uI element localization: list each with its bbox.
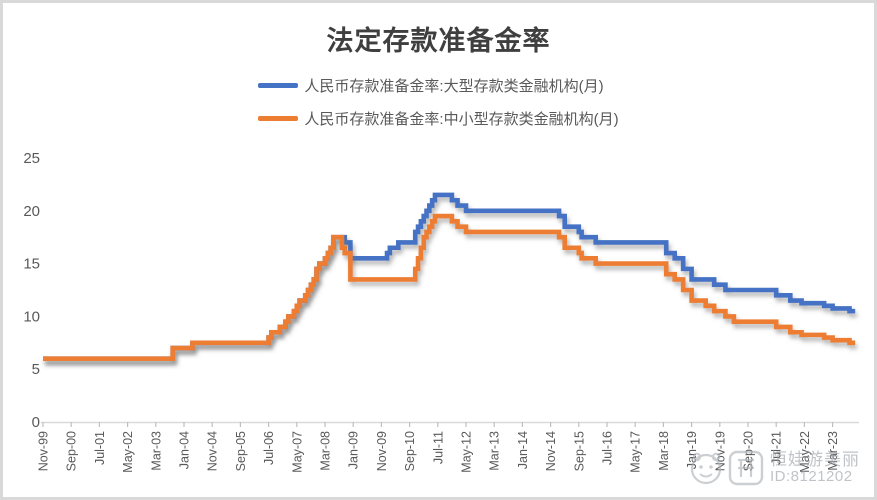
legend-item-small-medium-institutions: 人民币存款准备金率:中小型存款类金融机构(月) (258, 108, 619, 128)
chart-legend: 人民币存款准备金率:大型存款类金融机构(月) 人民币存款准备金率:中小型存款类金… (3, 75, 874, 141)
legend-line-swatch-blue (258, 82, 299, 88)
legend-label: 人民币存款准备金率:大型存款类金融机构(月) (304, 77, 604, 95)
x-axis-tick-label: Jul-11 (431, 431, 445, 464)
x-axis-tick-label: Jan-09 (347, 431, 361, 469)
y-axis-tick-label: 15 (23, 256, 40, 273)
x-axis-tick-label: Sep-00 (65, 431, 79, 471)
x-axis-tick-label: Nov-99 (37, 431, 51, 471)
y-axis-tick-label: 10 (23, 308, 40, 325)
x-axis-tick-label: Nov-09 (375, 431, 389, 471)
x-axis-tick-label: May-12 (460, 431, 474, 473)
x-axis-tick-label: Sep-15 (572, 431, 586, 471)
x-axis-tick-label: May-22 (798, 431, 812, 473)
x-axis-tick-label: Jan-14 (516, 431, 530, 469)
series-line-large-institutions (43, 192, 856, 361)
y-axis-tick-label: 20 (23, 203, 40, 220)
x-axis-tick-label: May-17 (629, 431, 643, 473)
x-axis-tick-label: Nov-04 (206, 431, 220, 471)
x-axis-tick-label: Nov-14 (544, 431, 558, 471)
x-axis-tick-label: Sep-20 (742, 431, 756, 471)
x-axis-tick-label: Jul-06 (262, 431, 276, 465)
y-axis-tick-label: 0 (32, 414, 40, 431)
x-axis-tick-label: Nov-19 (713, 431, 727, 471)
chart-title: 法定存款准备金率 (326, 26, 551, 56)
x-axis-tick-label: Mar-03 (149, 431, 163, 471)
x-axis-tick-label: Mar-23 (826, 431, 840, 471)
y-axis-tick-label: 25 (23, 150, 40, 167)
x-axis-tick-label: May-07 (290, 431, 304, 473)
series-line-small-medium-institutions (43, 213, 856, 361)
x-axis-tick-label: Sep-05 (234, 431, 248, 471)
legend-item-large-institutions: 人民币存款准备金率:大型存款类金融机构(月) (258, 75, 618, 95)
x-axis-tick-label: Mar-08 (319, 431, 333, 471)
x-axis-tick-label: Jul-16 (601, 431, 615, 465)
x-axis-tick-label: Mar-13 (488, 431, 502, 471)
x-axis-tick-label: Jul-21 (770, 431, 784, 465)
x-axis-tick-label: Mar-18 (657, 431, 671, 471)
x-axis-tick-label: Jan-04 (178, 431, 192, 469)
y-axis-tick-label: 5 (32, 361, 40, 378)
x-axis-tick-label: May-02 (121, 431, 135, 473)
legend-line-swatch-orange (258, 115, 299, 121)
x-axis-tick-label: Jul-01 (93, 431, 107, 465)
legend-label: 人民币存款准备金率:中小型存款类金融机构(月) (304, 110, 619, 128)
x-axis-tick-label: Sep-10 (403, 431, 417, 471)
x-axis-tick-label: Jan-19 (685, 431, 699, 469)
